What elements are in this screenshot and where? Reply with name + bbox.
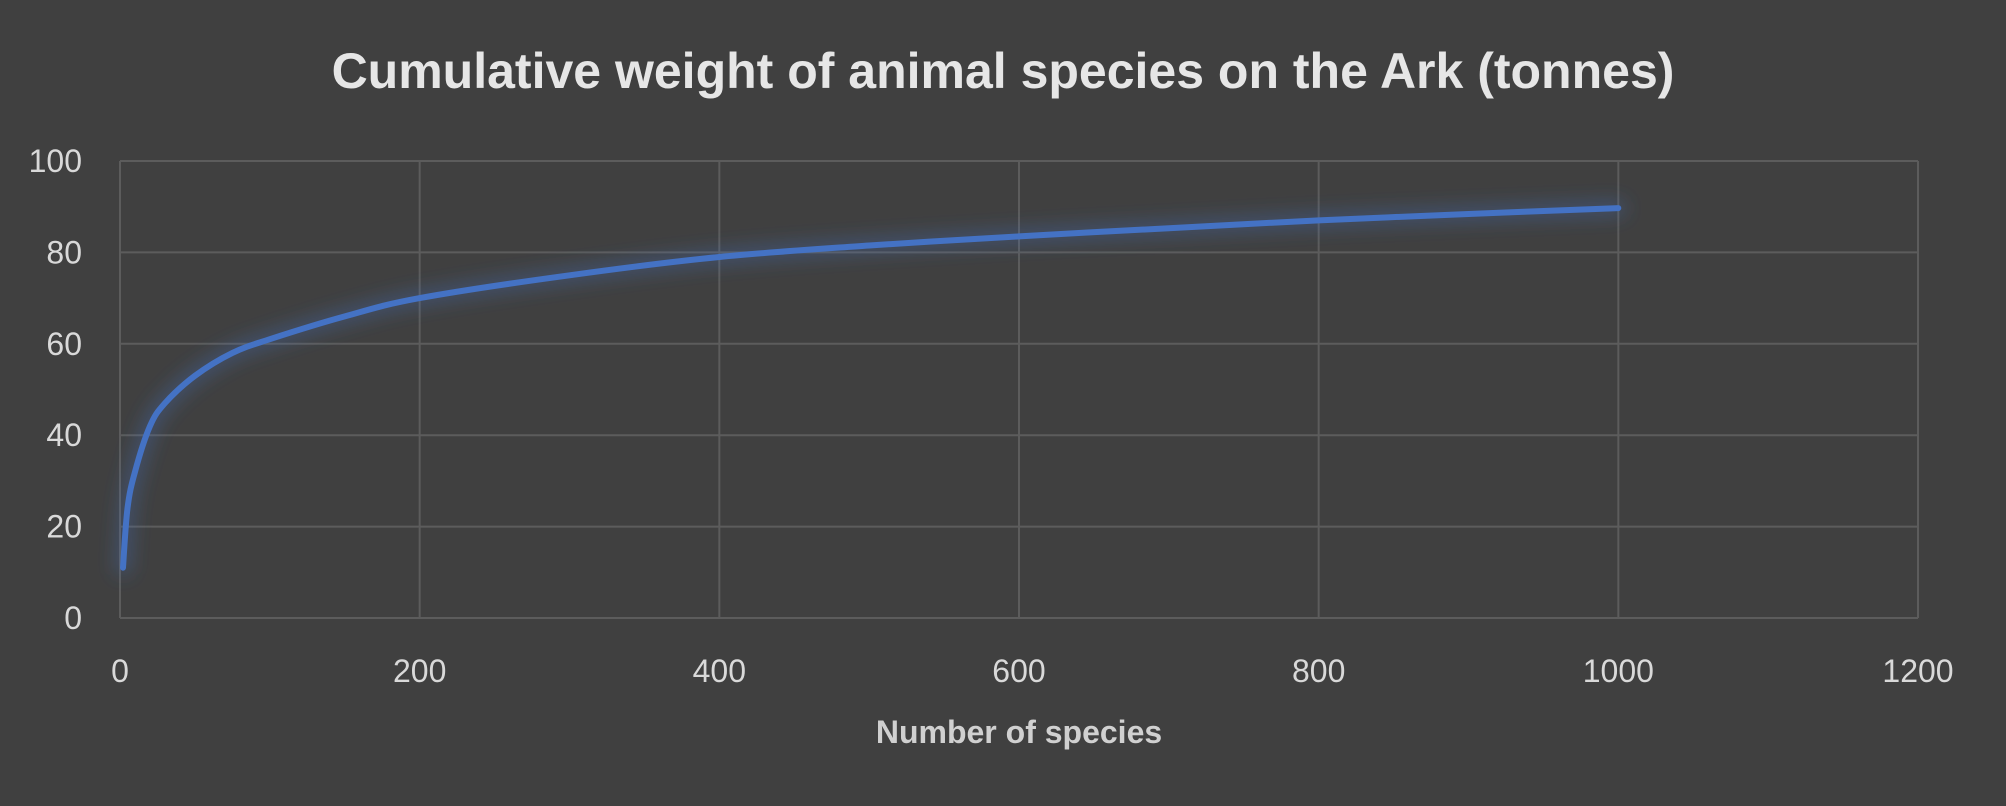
series-line (120, 205, 1622, 571)
series-layer (115, 200, 1627, 576)
x-tick-label: 1200 (1882, 653, 1953, 689)
y-tick-label: 40 (46, 417, 82, 453)
series-line-glow (115, 200, 1627, 576)
y-tick-label: 60 (46, 326, 82, 362)
y-tick-label: 0 (64, 600, 82, 636)
x-tick-label: 1000 (1583, 653, 1654, 689)
y-tick-label: 80 (46, 234, 82, 270)
y-tick-label: 20 (46, 509, 82, 545)
chart-title: Cumulative weight of animal species on t… (331, 43, 1675, 99)
x-tick-label: 600 (992, 653, 1045, 689)
y-tick-label: 100 (29, 143, 82, 179)
grid-lines (119, 160, 1919, 619)
x-tick-label: 400 (693, 653, 746, 689)
x-tick-label: 0 (111, 653, 129, 689)
x-tick-label: 800 (1292, 653, 1345, 689)
x-axis-title: Number of species (876, 714, 1162, 750)
x-tick-label: 200 (393, 653, 446, 689)
